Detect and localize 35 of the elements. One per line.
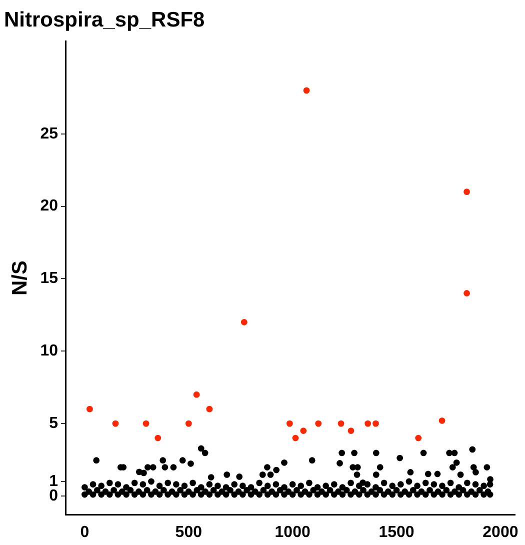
point xyxy=(464,290,470,296)
point xyxy=(185,420,192,427)
point xyxy=(240,318,248,326)
point xyxy=(112,420,119,427)
point xyxy=(364,420,372,427)
point xyxy=(348,428,354,434)
point xyxy=(303,87,310,94)
y-tick-label: 1 xyxy=(49,472,58,490)
point xyxy=(372,420,379,427)
y-tick-label: 15 xyxy=(40,270,58,288)
point xyxy=(415,434,422,442)
y-tick-label: 5 xyxy=(49,414,58,432)
point xyxy=(292,434,299,442)
point xyxy=(142,420,150,427)
point xyxy=(206,406,213,412)
y-tick-label: 20 xyxy=(40,198,58,215)
point xyxy=(286,420,293,427)
x-tick-label: 2000 xyxy=(482,524,518,541)
x-tick-label: 0 xyxy=(80,524,90,541)
chart-title: Nitrospira_sp_RSF8 xyxy=(4,8,206,32)
point xyxy=(464,188,470,196)
point xyxy=(315,420,322,427)
x-tick-label: 1500 xyxy=(378,524,414,541)
point xyxy=(86,406,93,412)
point xyxy=(154,434,162,442)
point xyxy=(438,417,446,424)
point xyxy=(193,391,200,398)
y-tick-label: 0 xyxy=(49,487,58,504)
x-tick-label: 500 xyxy=(175,524,202,541)
y-tick-label: 10 xyxy=(40,342,58,360)
point xyxy=(338,420,344,427)
x-tick-label: 1000 xyxy=(274,524,310,541)
y-axis-title: N/S xyxy=(8,260,32,296)
point xyxy=(300,428,307,434)
y-tick-label: 25 xyxy=(40,125,58,142)
